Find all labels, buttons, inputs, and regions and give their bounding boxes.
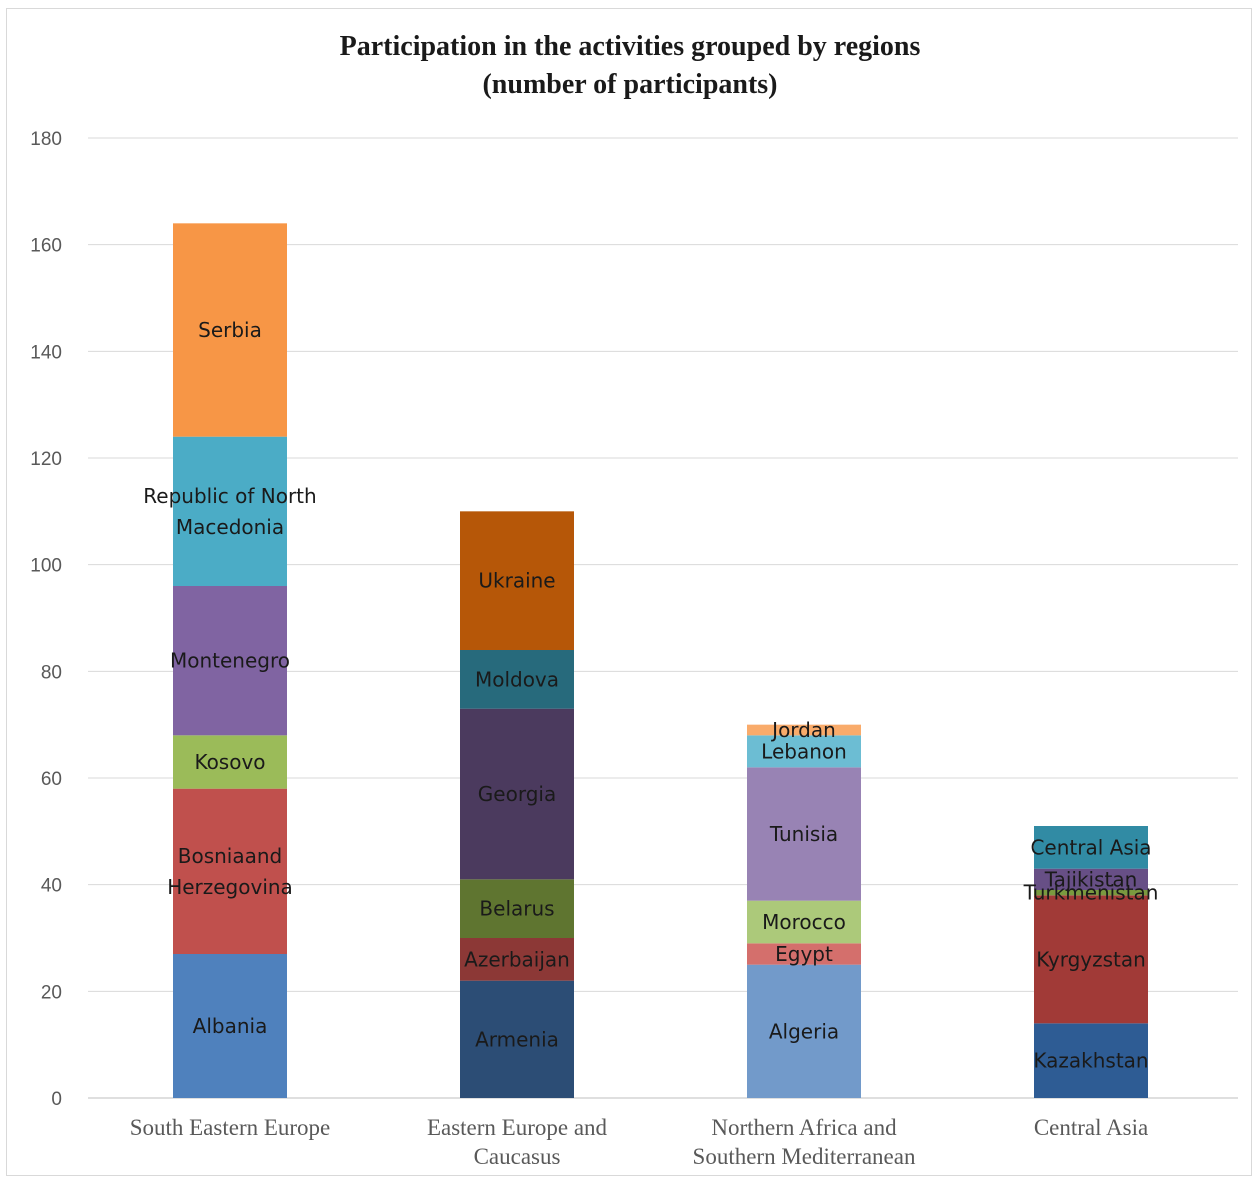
x-category-label: Eastern Europe and [427, 1115, 608, 1140]
chart-title: Participation in the activities grouped … [339, 31, 921, 62]
y-tick-label: 180 [30, 129, 62, 150]
segment-label: Algeria [769, 1019, 839, 1043]
y-tick-label: 100 [30, 556, 62, 577]
bar-segment [1034, 826, 1148, 869]
segment-label: Herzegovina [167, 875, 293, 899]
bar-stack: Armenia Azerbaijan Belarus Georgia Moldova Uk… [460, 511, 574, 1098]
segment-label: Georgia [478, 782, 556, 806]
y-tick-label: 140 [30, 342, 62, 363]
bar-segment [1034, 868, 1148, 890]
segment-label: Ukraine [478, 569, 555, 593]
bar-segment [460, 980, 574, 1098]
bar-segment [747, 724, 861, 736]
y-tick-label: 120 [30, 449, 62, 470]
segment-label: Bosniaand [178, 844, 283, 868]
x-category-label: Northern Africa and [711, 1115, 897, 1140]
bar-segment [1034, 895, 1148, 1024]
bar-segment [460, 879, 574, 938]
bars: Albania Bosniaand Herzegovina Kosovo Montene… [143, 223, 1158, 1098]
x-category-label: Central Asia [1034, 1115, 1148, 1140]
segment-label: Moldova [475, 667, 559, 691]
segment-label: Armenia [475, 1027, 559, 1051]
x-axis-labels: South Eastern Europe Eastern Europe and Ca… [130, 1115, 1148, 1169]
segment-label: Lebanon [761, 739, 847, 763]
segment-label: Morocco [762, 910, 846, 934]
x-category-label: Caucasus [474, 1144, 561, 1169]
bar-segment [460, 708, 574, 880]
bar-segment [747, 900, 861, 944]
segment-label: Tunisia [769, 822, 838, 846]
bar-segment [1034, 890, 1148, 896]
bar-segment [747, 943, 861, 965]
bar-segment [747, 964, 861, 1098]
chart-title-block: Participation in the activities grouped … [0, 28, 1260, 104]
segment-label: Azerbaijan [464, 947, 570, 971]
bar-segment [173, 788, 287, 954]
segment-label: Turkmenistan [1023, 881, 1159, 905]
bar-segment [173, 223, 287, 437]
bar-stack: Albania Bosniaand Herzegovina Kosovo Montene… [143, 223, 317, 1098]
segment-label: Macedonia [176, 515, 284, 539]
bar-segment [173, 586, 287, 736]
y-axis-ticks: 0 20 40 60 80 100 120 140 160 180 [30, 129, 62, 1110]
bar-segment [173, 954, 287, 1098]
segment-label: Serbia [198, 318, 262, 342]
y-tick-label: 40 [41, 876, 62, 897]
segment-label: Egypt [775, 942, 833, 966]
bar-segment [1034, 1023, 1148, 1098]
segment-label: Albania [193, 1014, 268, 1038]
segment-label: Montenegro [170, 649, 290, 673]
segment-label: Kyrgyzstan [1036, 947, 1146, 971]
segment-label: Republic of North [143, 484, 316, 508]
bar-segment [460, 511, 574, 650]
y-tick-label: 80 [41, 662, 62, 683]
bar-segment [747, 735, 861, 768]
y-tick-label: 160 [30, 236, 62, 257]
segment-label: Central Asia [1030, 835, 1151, 859]
bar-segment [460, 938, 574, 981]
x-category-label: Southern Mediterranean [693, 1144, 916, 1169]
y-tick-label: 60 [41, 769, 62, 790]
y-tick-label: 20 [41, 982, 62, 1003]
x-category-label: South Eastern Europe [130, 1115, 331, 1140]
segment-label: Kosovo [194, 750, 265, 774]
bar-segment [460, 650, 574, 709]
segment-label: Tajikistan [1044, 867, 1138, 891]
bar-segment [173, 436, 287, 586]
segment-label: Belarus [479, 897, 554, 921]
chart-subtitle: (number of participants) [482, 69, 778, 100]
segment-label: Kazakhstan [1033, 1049, 1148, 1073]
bar-segment [747, 767, 861, 901]
bar-segment [173, 735, 287, 789]
segment-label: Jordan [770, 718, 836, 742]
bar-stack: Kazakhstan Kyrgyzstan TurkmenistanTajikist… [1023, 826, 1159, 1098]
y-tick-label: 0 [51, 1089, 62, 1110]
